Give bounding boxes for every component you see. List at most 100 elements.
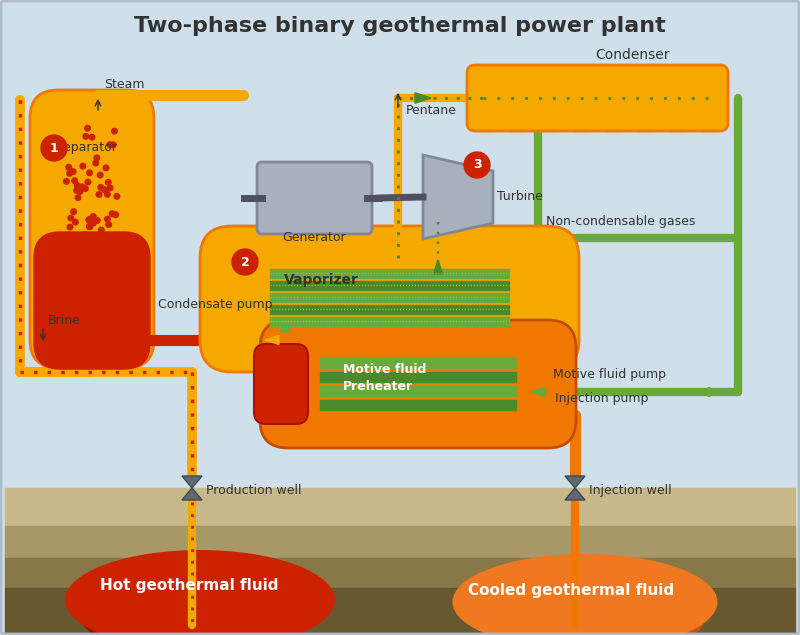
Polygon shape xyxy=(415,93,431,104)
Polygon shape xyxy=(265,335,279,345)
Circle shape xyxy=(75,195,81,201)
Circle shape xyxy=(73,219,78,225)
Circle shape xyxy=(77,189,82,194)
Bar xyxy=(270,317,509,326)
Bar xyxy=(510,65,524,131)
Text: Hot geothermal fluid: Hot geothermal fluid xyxy=(100,578,278,593)
Circle shape xyxy=(82,186,88,191)
Text: 2: 2 xyxy=(241,255,250,269)
Text: Two-phase binary geothermal power plant: Two-phase binary geothermal power plant xyxy=(134,16,666,36)
Circle shape xyxy=(74,187,79,193)
FancyBboxPatch shape xyxy=(260,320,576,448)
Circle shape xyxy=(70,169,76,175)
Circle shape xyxy=(113,212,118,218)
Circle shape xyxy=(78,185,83,191)
Circle shape xyxy=(66,164,71,170)
Text: Steam: Steam xyxy=(104,78,145,91)
Circle shape xyxy=(67,224,73,230)
Text: Vaporizer: Vaporizer xyxy=(284,273,359,287)
Circle shape xyxy=(86,217,91,223)
Bar xyxy=(5,558,795,588)
Bar xyxy=(60,258,124,278)
Ellipse shape xyxy=(80,575,290,635)
Circle shape xyxy=(232,249,258,275)
Circle shape xyxy=(80,163,86,169)
Polygon shape xyxy=(537,410,553,420)
Text: Condensate pump: Condensate pump xyxy=(158,298,273,311)
Text: Motive fluid
Preheater: Motive fluid Preheater xyxy=(343,363,426,393)
Circle shape xyxy=(94,246,100,251)
Bar xyxy=(270,305,509,314)
Text: Pentane: Pentane xyxy=(406,104,457,117)
Text: 1: 1 xyxy=(50,142,58,154)
Bar xyxy=(270,269,509,278)
Text: Brine: Brine xyxy=(48,314,81,327)
Bar xyxy=(320,386,516,396)
Circle shape xyxy=(41,135,67,161)
Circle shape xyxy=(105,217,110,222)
Polygon shape xyxy=(565,476,585,500)
Text: Separator: Separator xyxy=(55,142,117,154)
Circle shape xyxy=(94,218,100,224)
Circle shape xyxy=(78,241,84,246)
Text: Motive fluid pump: Motive fluid pump xyxy=(553,368,666,381)
Polygon shape xyxy=(229,294,245,304)
Circle shape xyxy=(114,194,120,199)
FancyBboxPatch shape xyxy=(30,90,154,368)
Circle shape xyxy=(63,178,69,184)
Circle shape xyxy=(105,192,110,197)
Polygon shape xyxy=(696,387,710,396)
Polygon shape xyxy=(281,318,290,332)
Circle shape xyxy=(68,215,74,221)
Circle shape xyxy=(90,220,96,226)
FancyBboxPatch shape xyxy=(467,65,728,131)
Circle shape xyxy=(102,187,107,192)
Circle shape xyxy=(98,172,103,178)
Text: Cooled geothermal fluid: Cooled geothermal fluid xyxy=(468,583,674,598)
Text: Injection well: Injection well xyxy=(589,484,672,497)
Circle shape xyxy=(86,170,92,176)
Polygon shape xyxy=(531,387,545,396)
Text: Production well: Production well xyxy=(206,484,302,497)
Circle shape xyxy=(94,155,100,161)
Circle shape xyxy=(110,211,115,217)
Bar xyxy=(606,65,620,131)
Bar xyxy=(270,281,509,290)
Circle shape xyxy=(85,125,90,131)
Text: Non-condensable gases: Non-condensable gases xyxy=(546,215,695,228)
Circle shape xyxy=(107,142,113,147)
Circle shape xyxy=(83,133,89,139)
Bar xyxy=(638,65,652,131)
Bar xyxy=(5,588,795,635)
Text: Turbine: Turbine xyxy=(497,190,543,203)
Bar xyxy=(270,293,509,302)
Circle shape xyxy=(66,236,71,242)
Circle shape xyxy=(67,171,73,176)
Bar xyxy=(320,358,516,368)
Circle shape xyxy=(105,244,110,250)
Circle shape xyxy=(87,224,93,230)
Circle shape xyxy=(90,135,95,140)
Circle shape xyxy=(107,185,113,190)
Text: Injection pump: Injection pump xyxy=(555,392,648,405)
FancyBboxPatch shape xyxy=(34,232,150,369)
FancyBboxPatch shape xyxy=(254,344,308,424)
Polygon shape xyxy=(277,380,291,389)
Circle shape xyxy=(110,142,116,148)
Polygon shape xyxy=(423,155,493,239)
Circle shape xyxy=(98,227,104,233)
Polygon shape xyxy=(90,335,106,345)
Bar xyxy=(478,65,492,131)
Polygon shape xyxy=(182,476,202,500)
Bar xyxy=(670,65,684,131)
Circle shape xyxy=(82,232,88,237)
Bar xyxy=(5,488,795,526)
FancyBboxPatch shape xyxy=(257,162,372,234)
Polygon shape xyxy=(135,90,151,100)
Circle shape xyxy=(114,245,119,251)
Circle shape xyxy=(72,178,78,184)
Circle shape xyxy=(106,222,111,227)
Text: Generator: Generator xyxy=(282,231,346,244)
Ellipse shape xyxy=(453,554,718,635)
Circle shape xyxy=(103,165,109,171)
